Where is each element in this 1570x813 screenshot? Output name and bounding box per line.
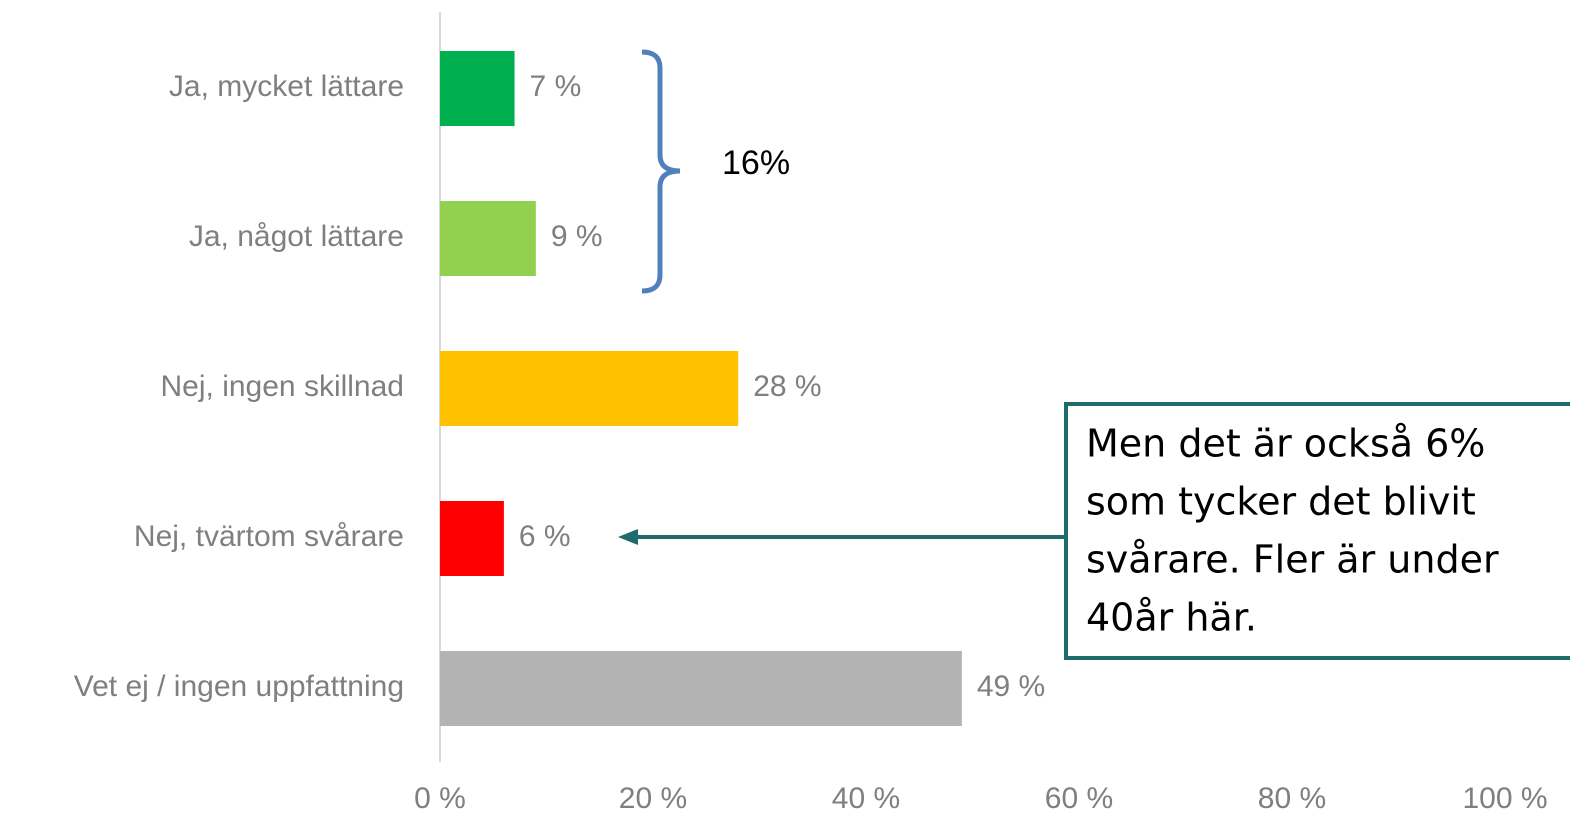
callout-text: 40år här. [1086,596,1257,640]
x-tick-label: 60 % [1045,782,1113,813]
x-tick-label: 20 % [619,782,687,813]
bar [440,501,504,576]
category-label: Ja, mycket lättare [169,70,404,103]
x-tick-label: 40 % [832,782,900,813]
bar [440,201,536,276]
brace-label: 16% [722,144,790,182]
callout-text: som tycker det blivit [1086,480,1476,524]
bar [440,651,962,726]
callout-text: Men det är också 6% [1086,422,1485,466]
category-label: Nej, ingen skillnad [161,370,404,403]
bar [440,51,515,126]
callout-box [1064,402,1570,660]
x-tick-label: 80 % [1258,782,1326,813]
category-label: Ja, något lättare [189,220,404,253]
bar [440,351,739,426]
x-tick-label: 100 % [1462,782,1547,813]
brace [641,49,681,294]
value-label: 6 % [519,520,571,553]
x-tick-label: 0 % [414,782,466,813]
arrow-head [618,529,638,545]
category-label: Nej, tvärtom svårare [134,520,404,553]
category-label: Vet ej / ingen uppfattning [74,670,404,703]
value-label: 7 % [530,70,582,103]
value-label: 9 % [551,220,603,253]
value-label: 49 % [977,670,1045,703]
value-label: 28 % [753,370,821,403]
callout-text: svårare. Fler är under [1086,538,1499,582]
